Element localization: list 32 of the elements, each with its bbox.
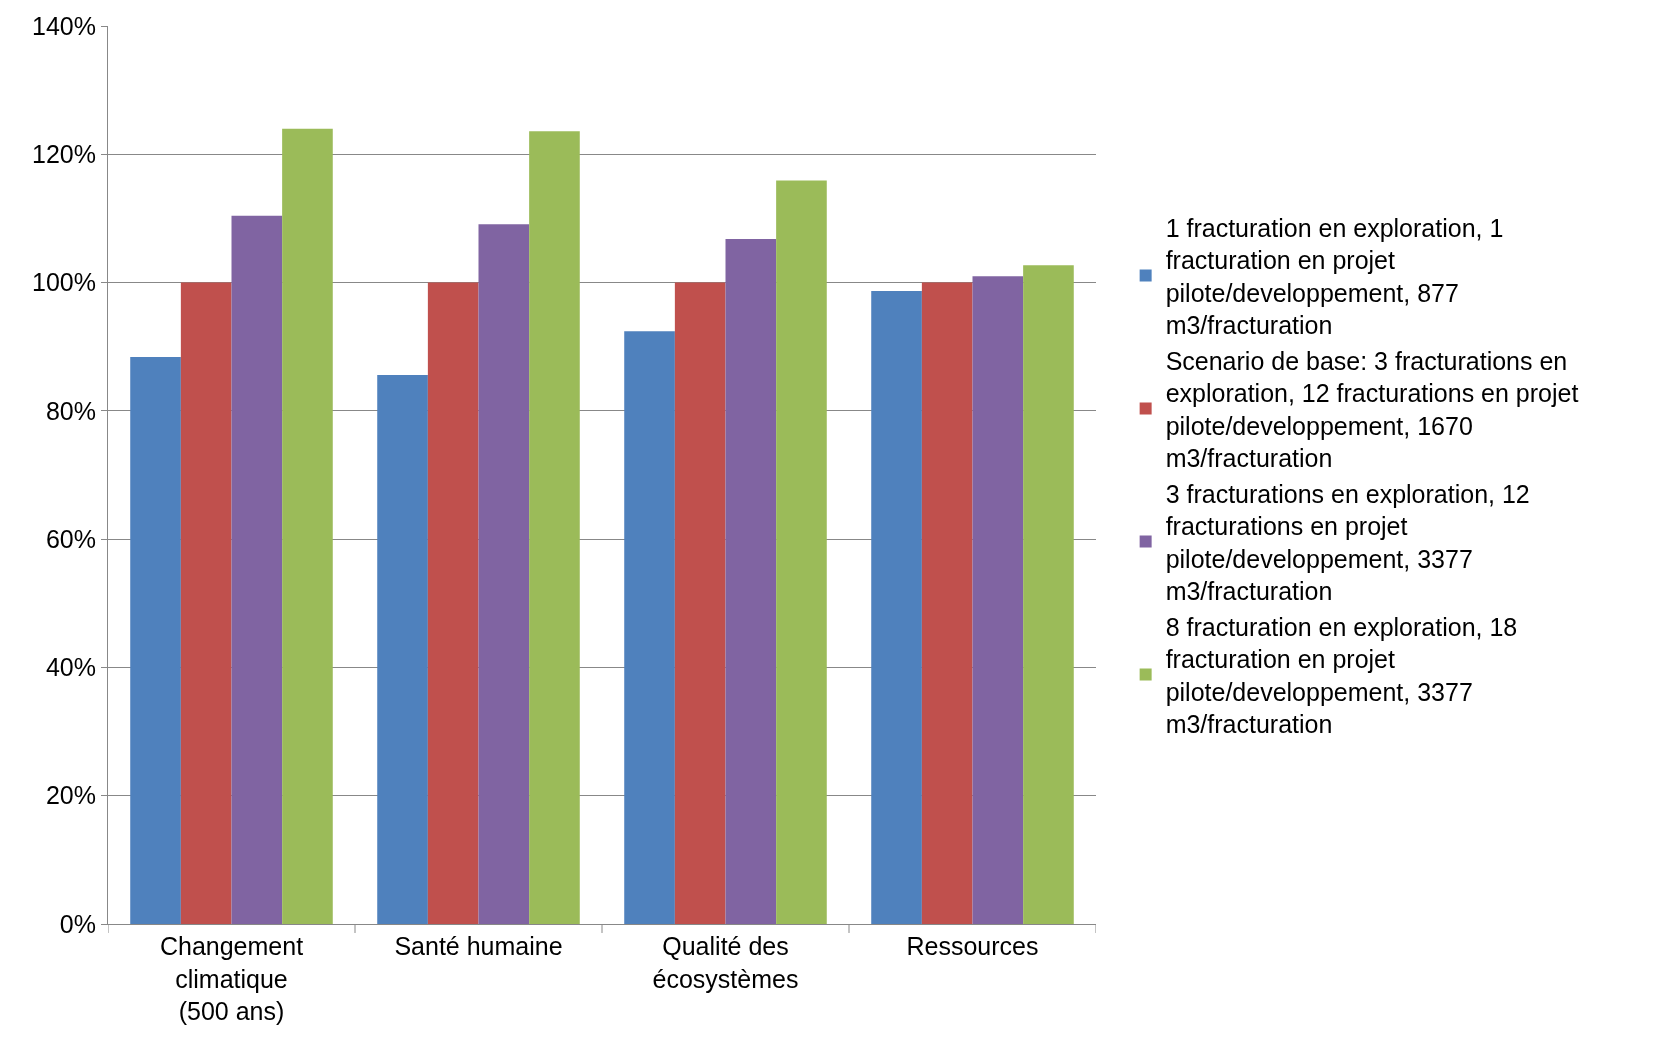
bar [231,215,283,924]
legend-label: Scenario de base: 3 fracturations en exploration, 12 fracturations en projet pilote/developpement, 1670 m3/fracturation [1165,346,1579,472]
bar [674,282,726,924]
bar [282,128,333,924]
legend-label: 1 fracturation en exploration, 1 fracturation en projet pilote/developpement, 877 m3/fracturation [1165,213,1504,339]
bar [529,131,580,924]
bar [624,331,675,924]
y-tick-label: 0% [59,909,96,938]
bar [1023,265,1074,924]
y-tick-label: 120% [32,140,96,169]
bar [921,282,973,924]
bar [180,282,232,924]
x-tick-label: Changement climatique (500 ans) [159,932,304,1025]
bar [478,224,530,924]
y-tick-label: 80% [45,396,96,425]
x-tick-label: Santé humaine [394,932,563,960]
bar [972,276,1024,924]
x-tick-label: Qualité des écosystèmes [652,932,799,993]
bar [377,374,428,924]
y-tick-label: 100% [32,268,96,297]
bar [725,238,777,924]
bar [130,356,181,924]
bar [871,290,922,924]
y-tick-label: 40% [45,653,96,682]
bar [776,180,827,924]
x-tick-label: Ressources [906,932,1039,960]
bar [427,282,479,924]
legend-label: 3 fracturations en exploration, 12 fracturations en projet pilote/developpement, 3377 m3/fracturation [1165,479,1530,605]
y-tick-label: 20% [45,781,96,810]
y-tick-label: 140% [32,11,96,40]
y-tick-label: 60% [45,524,96,553]
legend-label: 8 fracturation en exploration, 18 fracturation en projet pilote/developpement, 3377 m3/fracturation [1165,612,1518,738]
